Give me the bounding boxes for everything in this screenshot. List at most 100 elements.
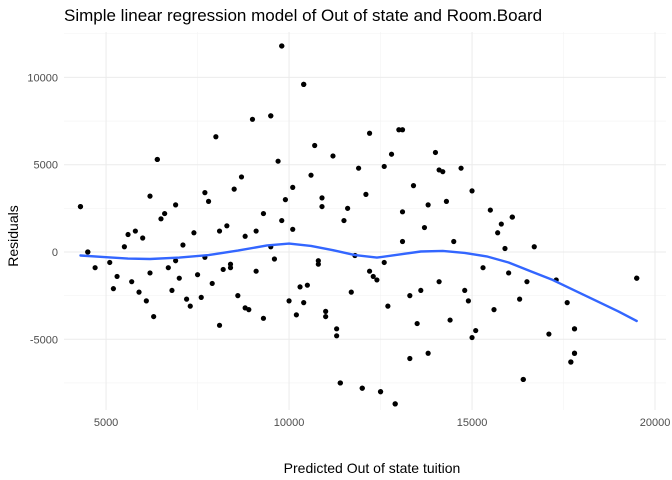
data-point	[345, 205, 351, 211]
data-point	[183, 296, 190, 302]
data-point	[129, 279, 135, 285]
data-point	[399, 127, 406, 133]
data-point	[341, 217, 347, 224]
data-point	[370, 273, 376, 280]
y-tick-label: 10000	[27, 72, 58, 84]
data-point	[173, 258, 179, 264]
data-point	[132, 228, 138, 234]
data-point	[216, 228, 223, 234]
data-point	[399, 238, 406, 245]
data-point	[279, 217, 285, 224]
data-point	[524, 279, 530, 285]
x-tick-label: 15000	[457, 417, 488, 429]
data-point	[114, 273, 120, 280]
x-tick-label: 5000	[94, 417, 118, 429]
data-point	[275, 158, 281, 164]
data-point	[465, 298, 471, 304]
data-point	[293, 312, 299, 318]
data-point	[374, 277, 380, 283]
data-point	[506, 270, 512, 276]
data-point	[392, 401, 398, 407]
x-tick-label: 10000	[274, 417, 305, 429]
data-point	[323, 308, 329, 314]
data-point	[227, 265, 234, 271]
data-point	[447, 317, 453, 323]
data-point	[205, 198, 212, 204]
data-point	[355, 165, 362, 171]
data-point	[399, 209, 406, 215]
data-point	[304, 282, 310, 288]
data-point	[209, 280, 215, 287]
data-point	[337, 380, 343, 386]
data-point	[568, 359, 574, 365]
data-point	[165, 265, 171, 271]
data-point	[495, 230, 501, 236]
data-point	[260, 315, 267, 321]
data-point	[432, 149, 439, 156]
data-point	[315, 261, 321, 267]
data-point	[268, 113, 274, 119]
data-point	[571, 350, 578, 356]
data-point	[202, 190, 208, 196]
data-point	[487, 207, 493, 213]
data-point	[312, 142, 318, 149]
data-point	[301, 81, 307, 87]
data-point	[198, 294, 204, 300]
data-point	[147, 270, 153, 276]
data-point	[407, 293, 413, 299]
data-point	[143, 298, 149, 304]
data-point	[290, 226, 296, 232]
data-point	[158, 216, 164, 222]
data-point	[92, 265, 98, 271]
data-point	[77, 203, 84, 210]
data-point	[458, 165, 464, 171]
data-point	[249, 116, 256, 122]
data-point	[410, 183, 417, 189]
data-point	[213, 134, 219, 140]
data-point	[425, 202, 431, 208]
chart-title: Simple linear regression model of Out of…	[64, 6, 542, 25]
data-point	[169, 287, 175, 294]
data-point	[473, 327, 479, 334]
data-point	[330, 153, 336, 159]
data-point	[451, 238, 457, 245]
data-point	[634, 275, 640, 281]
data-point	[253, 228, 259, 234]
y-tick-label: 5000	[34, 160, 58, 172]
data-point	[348, 289, 354, 295]
data-point	[388, 151, 395, 157]
data-point	[509, 214, 515, 220]
data-point	[564, 300, 570, 306]
data-point	[121, 244, 127, 250]
data-point	[290, 184, 296, 190]
data-point	[194, 272, 201, 278]
data-point	[469, 188, 475, 194]
data-point	[502, 245, 508, 252]
data-point	[396, 127, 402, 133]
data-point	[140, 235, 146, 241]
data-point	[520, 376, 526, 383]
smooth-line-layer	[79, 242, 638, 323]
data-point	[180, 242, 186, 248]
data-point	[151, 313, 157, 320]
data-point	[308, 172, 314, 178]
data-point	[154, 156, 160, 163]
data-point	[323, 313, 329, 320]
data-point	[517, 296, 523, 302]
data-point	[425, 350, 431, 356]
x-tick-label: 20000	[640, 417, 671, 429]
data-point	[436, 279, 442, 285]
data-point	[282, 197, 289, 203]
data-point	[110, 286, 117, 292]
y-tick-label: -5000	[30, 334, 58, 346]
data-point	[359, 385, 365, 391]
data-point	[297, 284, 303, 290]
data-point	[334, 326, 340, 332]
data-point	[231, 186, 237, 192]
data-point	[301, 300, 307, 306]
grid	[64, 32, 666, 410]
data-point	[334, 333, 340, 339]
data-point	[414, 320, 420, 327]
data-point	[363, 191, 369, 197]
data-point	[498, 221, 504, 227]
